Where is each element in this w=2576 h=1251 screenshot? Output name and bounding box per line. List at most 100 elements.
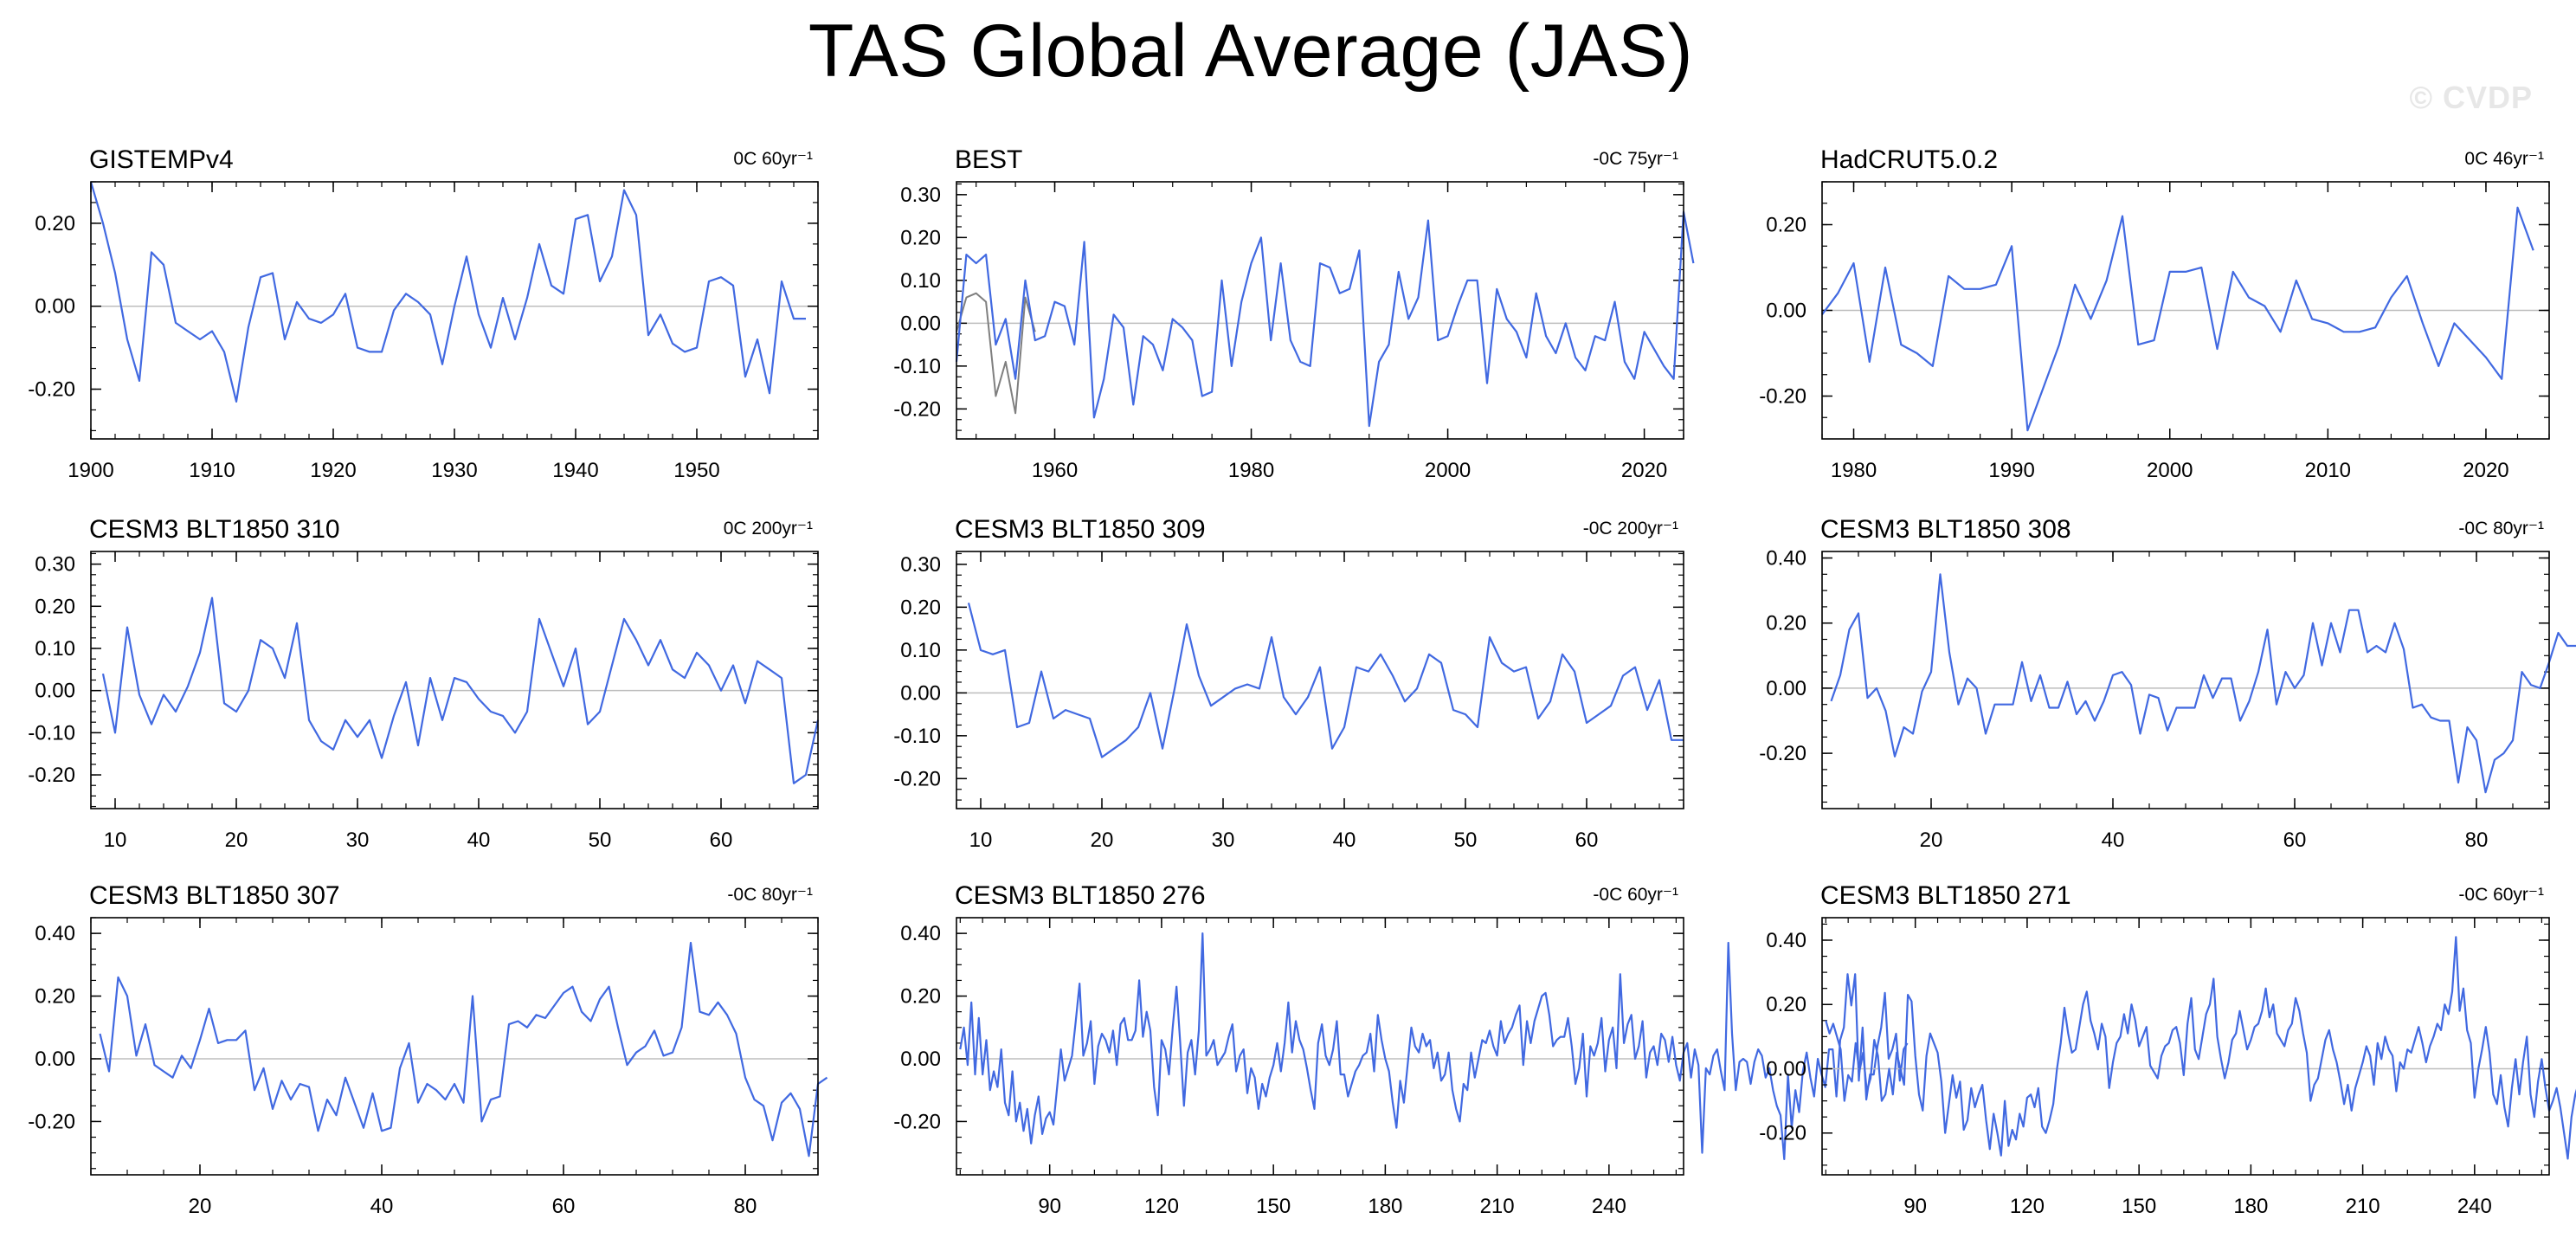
x-tick-label: 60 [1575,829,1599,852]
panel-title: CESM3 BLT1850 308 [1820,515,2071,544]
series-line [959,932,1909,1161]
y-tick-label: -0.20 [1759,1122,1806,1145]
panel-8: CESM3 BLT1850 276 -0C 60yr⁻¹ -0.20 0.00 0.20… [893,881,1909,1218]
x-tick-label: 60 [2283,829,2307,852]
x-tick-label: 50 [589,829,612,852]
trend-label: -0C 60yr⁻¹ [2458,885,2544,905]
series-line [1830,573,2576,794]
x-tick-label: 150 [2122,1195,2156,1218]
y-tick-label: 0.10 [900,639,941,662]
y-tick-label: 0.00 [1766,677,1806,700]
y-tick-label: 0.00 [35,680,75,703]
panel-title: BEST [955,145,1022,174]
x-tick-label: 240 [1592,1195,1626,1218]
x-tick-label: 1900 [68,459,113,482]
y-tick-label: 0.40 [1766,929,1806,952]
x-tick-label: 1950 [673,459,719,482]
panel-7: CESM3 BLT1850 307 -0C 80yr⁻¹ -0.20 0.00 0.20… [28,881,828,1218]
x-tick-label: 60 [552,1195,576,1218]
panel-5: CESM3 BLT1850 309 -0C 200yr⁻¹ -0.20 -0.10 0.… [893,515,1684,852]
x-tick-label: 20 [225,829,248,852]
y-tick-label: 0.20 [35,595,75,618]
y-tick-label: -0.20 [893,397,941,421]
plot-frame [1821,917,2550,1176]
y-tick-label: -0.10 [28,721,75,745]
y-tick-label: 0.20 [900,226,941,249]
y-tick-label: 0.40 [35,922,75,945]
x-tick-label: 60 [710,829,733,852]
panel-3: HadCRUT5.0.2 0C 46yr⁻¹ -0.20 0.00 0.20 1980 19… [1759,145,2550,482]
panel-title: CESM3 BLT1850 271 [1820,881,2071,910]
x-tick-label: 1910 [189,459,235,482]
trend-label: -0C 200yr⁻¹ [1583,519,1678,538]
x-tick-label: 80 [734,1195,757,1218]
trend-label: 0C 46yr⁻¹ [2464,149,2544,169]
y-tick-label: 0.20 [1766,214,1806,237]
series-line [89,181,806,403]
y-tick-label: 0.30 [900,184,941,207]
x-tick-label: 240 [2457,1195,2492,1218]
x-tick-label: 20 [1091,829,1114,852]
plot-frame [956,917,1684,1176]
x-tick-label: 1990 [1988,459,2034,482]
panel-title: CESM3 BLT1850 309 [955,515,1206,544]
trend-label: -0C 75yr⁻¹ [1593,149,1678,169]
plot-frame [90,551,819,809]
y-tick-label: -0.20 [1759,742,1806,765]
y-tick-label: -0.20 [28,378,75,402]
y-tick-label: 0.40 [900,922,941,945]
series-line [99,941,828,1157]
page-title: TAS Global Average (JAS) [808,10,1694,93]
x-tick-label: 40 [370,1195,394,1218]
x-tick-label: 210 [1480,1195,1515,1218]
y-tick-label: -0.10 [893,725,941,748]
x-tick-label: 40 [2102,829,2125,852]
x-tick-label: 150 [1256,1195,1291,1218]
x-tick-label: 40 [467,829,491,852]
x-tick-label: 10 [969,829,993,852]
y-tick-label: 0.10 [900,269,941,293]
panel-title: CESM3 BLT1850 310 [89,515,340,544]
panel-title: GISTEMPv4 [89,145,234,174]
panel-1: GISTEMPv4 0C 60yr⁻¹ -0.20 0.00 0.20 1900 1910 1… [28,145,819,482]
y-tick-label: 0.00 [35,295,75,319]
x-tick-label: 2000 [2147,459,2193,482]
y-tick-label: 0.40 [1766,547,1806,571]
plot-frame [956,181,1684,440]
x-tick-label: 1980 [1831,459,1877,482]
series-line [955,210,1695,428]
plot-frame [90,917,819,1176]
x-tick-label: 30 [346,829,370,852]
panel-4: CESM3 BLT1850 310 0C 200yr⁻¹ -0.20 -0.10 0.0… [28,515,820,852]
plot-frame [1821,551,2550,809]
y-tick-label: 0.00 [1766,1057,1806,1080]
y-tick-label: -0.20 [1759,385,1806,409]
x-tick-label: 50 [1454,829,1478,852]
x-tick-label: 2020 [2463,459,2508,482]
x-tick-label: 180 [2233,1195,2268,1218]
x-tick-label: 120 [2010,1195,2045,1218]
series-line [101,596,820,784]
secondary-series-line [956,292,1036,415]
y-tick-label: 0.20 [1766,612,1806,635]
x-tick-label: 30 [1212,829,1235,852]
series-line [967,603,1684,758]
panel-title: HadCRUT5.0.2 [1820,145,1998,174]
y-tick-label: 0.20 [35,985,75,1009]
y-tick-label: -0.10 [893,355,941,378]
x-tick-label: 40 [1333,829,1356,852]
x-tick-label: 90 [1038,1195,1061,1218]
y-tick-label: -0.20 [893,767,941,790]
x-tick-label: 80 [2465,829,2489,852]
x-tick-label: 90 [1903,1195,1927,1218]
panel-6: CESM3 BLT1850 308 -0C 80yr⁻¹ -0.20 0.00 0.20… [1759,515,2576,852]
x-tick-label: 1980 [1228,459,1274,482]
panel-9: CESM3 BLT1850 271 -0C 60yr⁻¹ -0.20 0.00 0.20… [1759,881,2576,1218]
x-tick-label: 2020 [1621,459,1667,482]
y-tick-label: 0.30 [35,553,75,577]
x-tick-label: 2000 [1425,459,1471,482]
y-tick-label: 0.00 [900,681,941,705]
x-tick-label: 1920 [310,459,356,482]
y-tick-label: -0.20 [28,1110,75,1133]
y-tick-label: -0.20 [893,1110,941,1133]
